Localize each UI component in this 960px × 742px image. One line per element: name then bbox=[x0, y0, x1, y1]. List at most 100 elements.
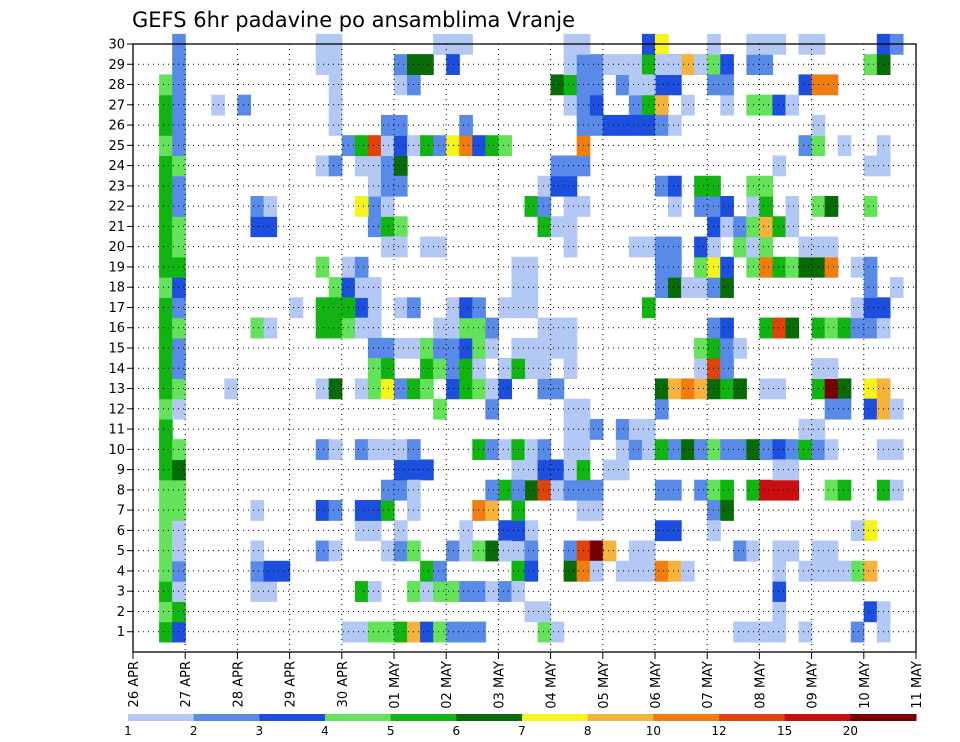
heatmap-cell bbox=[798, 418, 813, 440]
heatmap-cell bbox=[863, 54, 878, 75]
x-tick-label: 05 MAY bbox=[597, 661, 612, 709]
x-tick-label: 28 APR bbox=[231, 661, 246, 707]
heatmap-cell bbox=[433, 581, 447, 602]
heatmap-cell bbox=[628, 114, 643, 136]
heatmap-cell bbox=[863, 560, 878, 582]
heatmap-cell bbox=[394, 114, 408, 136]
heatmap-cell bbox=[668, 560, 682, 582]
heatmap-cell bbox=[159, 581, 173, 602]
heatmap-cell bbox=[380, 540, 395, 562]
heatmap-cell bbox=[394, 297, 408, 319]
heatmap-cell bbox=[250, 196, 265, 217]
heatmap-cell bbox=[589, 418, 604, 440]
heatmap-cell bbox=[524, 459, 539, 481]
heatmap-cell bbox=[694, 196, 708, 217]
heatmap-cell bbox=[159, 337, 173, 359]
legend-label: 15 bbox=[777, 724, 792, 738]
heatmap-cell bbox=[472, 317, 486, 339]
heatmap-cell bbox=[485, 439, 499, 461]
y-tick-label: 21 bbox=[108, 220, 125, 235]
heatmap-cell bbox=[263, 317, 278, 339]
heatmap-cell bbox=[733, 337, 747, 359]
heatmap-cell bbox=[159, 175, 173, 197]
heatmap-cell bbox=[798, 74, 813, 96]
heatmap-cell bbox=[367, 175, 382, 197]
heatmap-cell bbox=[733, 216, 747, 238]
y-tick-label: 18 bbox=[108, 281, 125, 296]
heatmap-cell bbox=[628, 418, 643, 440]
heatmap-cell bbox=[354, 196, 369, 217]
legend-swatch bbox=[325, 714, 392, 721]
heatmap-cell bbox=[380, 337, 395, 359]
heatmap-cell bbox=[537, 459, 552, 481]
chart-title: GEFS 6hr padavine po ansamblima Vranje bbox=[132, 8, 575, 32]
heatmap-cell bbox=[328, 297, 343, 319]
heatmap-cell bbox=[785, 216, 800, 238]
heatmap-cell bbox=[354, 135, 369, 157]
heatmap-cell bbox=[380, 621, 395, 643]
heatmap-cell bbox=[367, 155, 382, 177]
heatmap-cell bbox=[563, 236, 578, 258]
heatmap-cell bbox=[472, 358, 486, 379]
heatmap-cell bbox=[250, 560, 265, 582]
heatmap-cell bbox=[459, 540, 473, 562]
x-tick-label: 30 APR bbox=[336, 661, 351, 707]
heatmap-cell bbox=[328, 378, 343, 400]
heatmap-cell bbox=[707, 378, 721, 400]
y-tick-label: 1 bbox=[117, 625, 125, 640]
heatmap-cell bbox=[367, 520, 382, 542]
heatmap-cell bbox=[380, 155, 395, 177]
heatmap-cell bbox=[707, 500, 721, 521]
y-tick-label: 28 bbox=[108, 78, 125, 93]
heatmap-cell bbox=[472, 621, 486, 643]
heatmap-cell bbox=[655, 94, 669, 116]
heatmap-cell bbox=[824, 256, 839, 278]
heatmap-cell bbox=[550, 175, 565, 197]
heatmap-cell bbox=[328, 317, 343, 339]
heatmap-cell bbox=[824, 439, 839, 461]
heatmap-cell bbox=[159, 196, 173, 217]
y-tick-label: 27 bbox=[108, 98, 125, 113]
heatmap-cell bbox=[263, 581, 278, 602]
heatmap-cell bbox=[772, 94, 787, 116]
heatmap-cell bbox=[485, 500, 499, 521]
heatmap-cell bbox=[837, 135, 852, 157]
heatmap-cell bbox=[785, 459, 800, 481]
heatmap-cell bbox=[863, 196, 878, 217]
heatmap-cell bbox=[159, 479, 173, 501]
heatmap-cell bbox=[159, 621, 173, 643]
heatmap-cell bbox=[707, 479, 721, 501]
heatmap-cell bbox=[668, 520, 682, 542]
heatmap-cell bbox=[668, 114, 682, 136]
heatmap-cell bbox=[863, 601, 878, 623]
x-tick-label: 02 MAY bbox=[440, 661, 455, 709]
legend-label: 20 bbox=[843, 724, 858, 738]
heatmap-cell bbox=[159, 317, 173, 339]
heatmap-cell bbox=[563, 358, 578, 379]
heatmap-cell bbox=[759, 439, 774, 461]
legend-label: 6 bbox=[453, 724, 461, 738]
heatmap-cell bbox=[472, 540, 486, 562]
heatmap-cell bbox=[615, 54, 630, 75]
heatmap-cell bbox=[759, 54, 774, 75]
heatmap-cell bbox=[315, 540, 330, 562]
heatmap-cell bbox=[694, 175, 708, 197]
heatmap-cell bbox=[720, 54, 734, 75]
heatmap-cell bbox=[550, 621, 565, 643]
heatmap-cell bbox=[772, 439, 787, 461]
heatmap-cell bbox=[354, 621, 369, 643]
heatmap-cell bbox=[472, 297, 486, 319]
y-tick-label: 12 bbox=[108, 402, 125, 417]
heatmap-cell bbox=[394, 520, 408, 542]
heatmap-cell bbox=[837, 317, 852, 339]
heatmap-cell bbox=[759, 236, 774, 258]
y-tick-label: 24 bbox=[108, 159, 125, 174]
heatmap-cell bbox=[263, 216, 278, 238]
heatmap-cell bbox=[485, 479, 499, 501]
y-tick-label: 6 bbox=[117, 524, 125, 539]
heatmap-cell bbox=[380, 216, 395, 238]
heatmap-cell bbox=[367, 439, 382, 461]
heatmap-cell bbox=[668, 236, 682, 258]
heatmap-cell bbox=[550, 378, 565, 400]
heatmap-cell bbox=[759, 317, 774, 339]
